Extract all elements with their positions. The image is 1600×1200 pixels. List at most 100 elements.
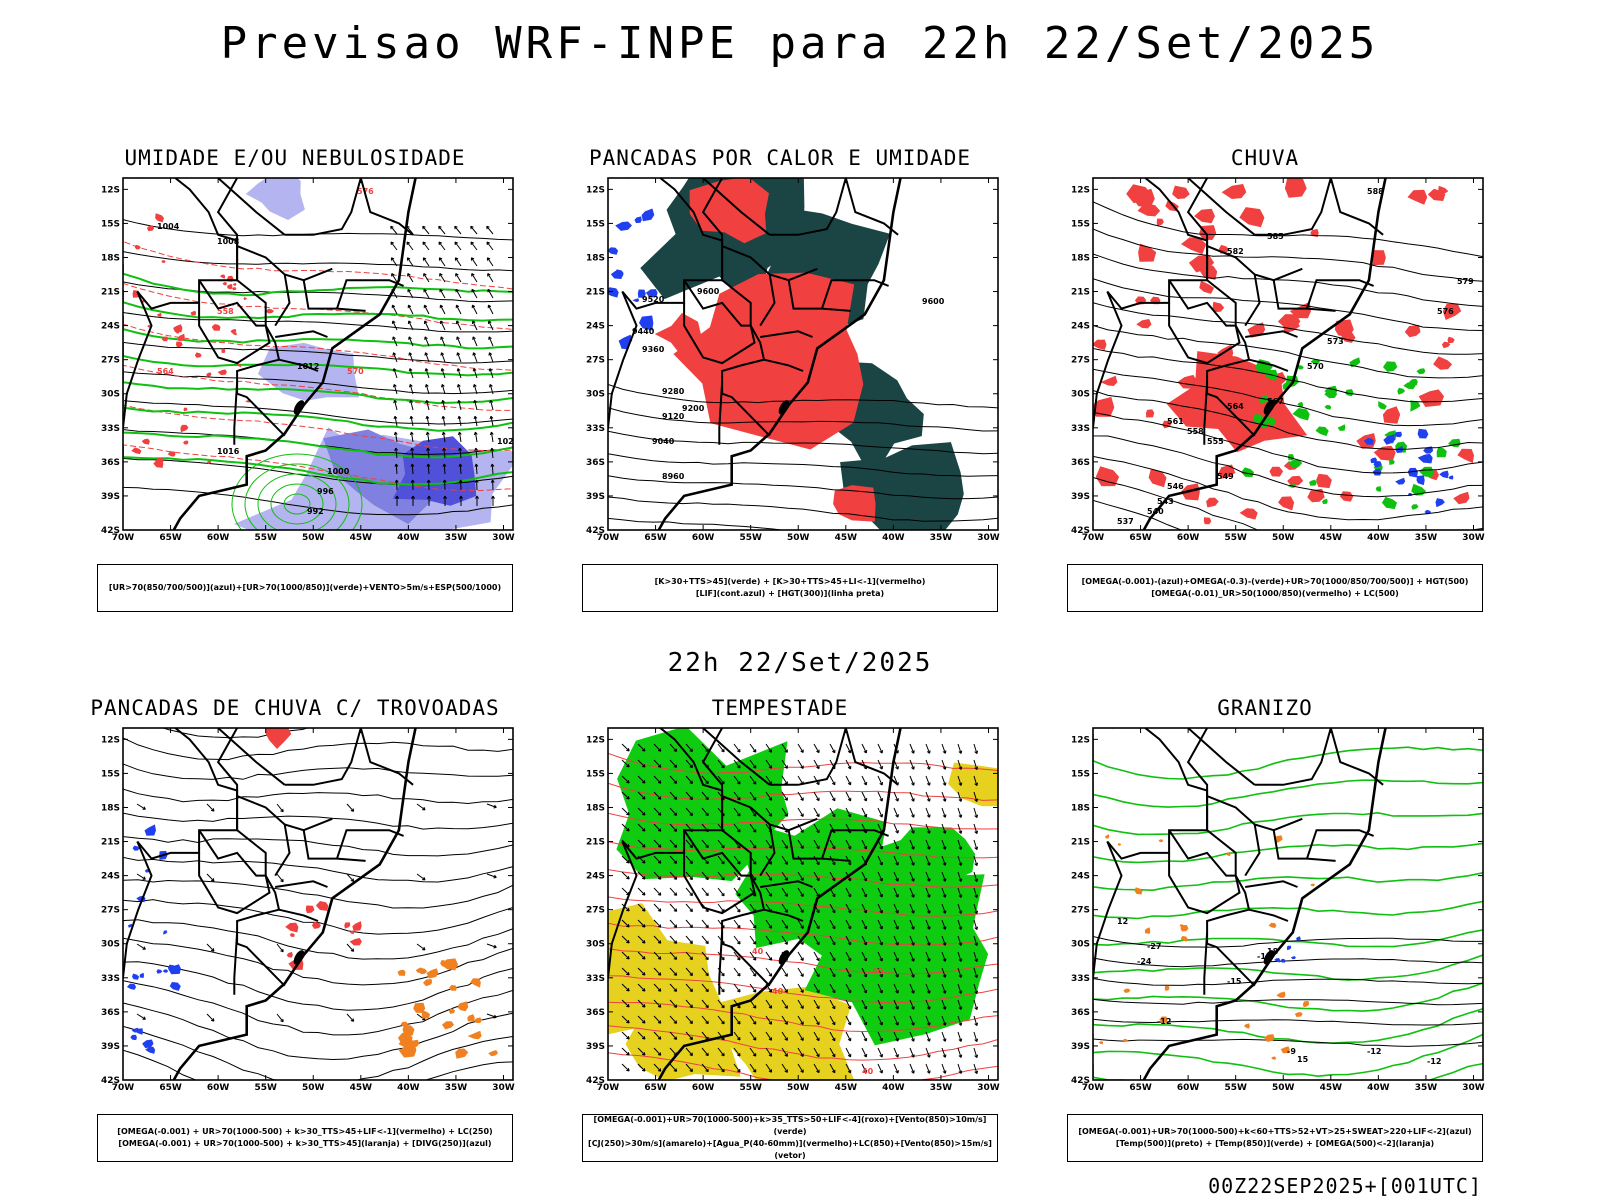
wind-vector [877, 935, 883, 946]
speckle [1310, 883, 1315, 887]
wind-vector [861, 1047, 868, 1058]
wind-vector [408, 336, 414, 347]
wind-vector [490, 463, 495, 475]
wind-vector [845, 903, 852, 914]
lat-tick-label: 18S [101, 803, 120, 813]
contour-label: 558 [217, 307, 234, 316]
speckle [1397, 387, 1406, 395]
speckle [1098, 1041, 1104, 1045]
border-line [1106, 728, 1209, 860]
contour-line [123, 728, 513, 761]
wind-vector [813, 823, 820, 834]
wind-vector [441, 384, 446, 395]
contour-line [1093, 400, 1483, 474]
contour-line [1093, 496, 1183, 530]
wind-vector [717, 839, 725, 849]
legend-line: [LIF](cont.azul) + [HGT(300)](linha pret… [695, 589, 885, 598]
speckle [1407, 189, 1428, 205]
wind-vector [409, 415, 414, 427]
wind-vector [454, 257, 462, 267]
wind-vector [877, 791, 883, 802]
wind-vector [957, 759, 963, 770]
lat-tick-label: 30S [1071, 940, 1090, 950]
contour-label: 585 [1267, 232, 1284, 241]
wind-vector [439, 304, 446, 315]
wind-vector [797, 967, 804, 977]
wind-vector [439, 273, 446, 283]
speckle [183, 440, 189, 445]
wind-vector [797, 759, 804, 769]
speckle [610, 248, 616, 253]
wind-vector [781, 935, 788, 945]
lat-tick-label: 30S [1071, 390, 1090, 400]
wind-vector [410, 479, 415, 491]
streamline-arrow [136, 873, 146, 880]
wind-vector [973, 983, 979, 994]
map-frame [607, 727, 999, 1081]
wind-vector [410, 447, 415, 459]
lon-tick-label: 55W [254, 533, 277, 543]
contour-label: 9200 [682, 404, 705, 413]
wind-vector [925, 807, 931, 818]
contour-line [123, 394, 513, 425]
wind-vector [392, 352, 398, 363]
contour-line [162, 728, 309, 739]
wind-vector [813, 855, 820, 866]
wind-vector [749, 807, 757, 817]
wind-vector [669, 1015, 678, 1024]
speckle [1095, 466, 1120, 487]
wind-vector [438, 257, 446, 267]
speckle [139, 972, 144, 978]
wind-vector [685, 759, 693, 769]
wind-vector [829, 967, 836, 978]
speckle [1381, 496, 1398, 510]
streamline-arrow [486, 803, 497, 809]
lon-tick-label: 45W [835, 533, 858, 543]
lat-tick-label: 21S [1071, 288, 1090, 298]
wind-vector [393, 415, 398, 427]
contour-line [123, 274, 513, 303]
wind-vector [733, 759, 741, 769]
wind-vector [733, 983, 741, 993]
wind-vector [797, 807, 804, 817]
wind-vector [813, 951, 820, 962]
wind-vector [669, 775, 678, 784]
wind-vector [423, 288, 430, 299]
wind-vector [685, 903, 693, 913]
wind-vector [893, 951, 899, 962]
lon-tick-label: 30W [1462, 1083, 1485, 1093]
speckle [1453, 491, 1470, 505]
speckle [1442, 303, 1462, 320]
border-line [336, 279, 404, 309]
border-line [1206, 245, 1303, 282]
speckle [449, 1008, 456, 1014]
lat-tick-label: 21S [586, 288, 605, 298]
wind-vector [893, 807, 899, 818]
wind-vector [845, 951, 852, 962]
wind-vector [488, 336, 494, 347]
wind-vector [456, 368, 462, 379]
wind-vector [941, 887, 947, 898]
wind-vector [426, 463, 431, 475]
speckle [440, 958, 458, 971]
wind-vector [813, 935, 820, 946]
lat-tick-label: 39S [1071, 492, 1090, 502]
wind-vector [957, 823, 963, 834]
lat-tick-label: 21S [1071, 838, 1090, 848]
speckle [423, 979, 433, 987]
wind-vector [653, 807, 662, 816]
legend-box: [K>30+TTS>45](verde) + [K>30+TTS>45+LI<-… [582, 564, 998, 612]
wind-vector [621, 743, 630, 752]
wind-vector [733, 1031, 741, 1041]
wind-vector [925, 967, 931, 978]
speckle [1439, 470, 1449, 479]
wind-vector [637, 807, 646, 816]
speckle [1457, 448, 1474, 464]
wind-vector [781, 999, 788, 1009]
speckle [127, 923, 133, 928]
speckle [132, 973, 140, 980]
contour-line [1093, 914, 1483, 948]
map-area: 588 585 582 579 576 573 570 567 564 561 558 555 549 5… [1067, 174, 1487, 548]
speckle [1411, 483, 1427, 496]
wind-vector [877, 951, 883, 962]
